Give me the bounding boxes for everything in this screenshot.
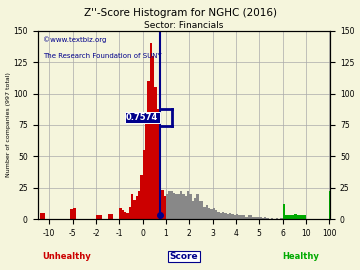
- Bar: [231, 214, 234, 219]
- Bar: [168, 191, 171, 219]
- Bar: [243, 215, 245, 219]
- Bar: [133, 200, 136, 219]
- Bar: [143, 150, 145, 219]
- Bar: [248, 215, 250, 219]
- Bar: [126, 213, 129, 219]
- Bar: [166, 194, 168, 219]
- Bar: [238, 215, 240, 219]
- Bar: [252, 217, 255, 219]
- Bar: [208, 208, 210, 219]
- Bar: [124, 211, 126, 219]
- Bar: [70, 209, 73, 219]
- Bar: [266, 218, 269, 219]
- Bar: [161, 190, 163, 219]
- Bar: [187, 191, 189, 219]
- Bar: [215, 210, 217, 219]
- Bar: [224, 213, 226, 219]
- Text: Unhealthy: Unhealthy: [42, 252, 91, 261]
- Bar: [73, 208, 76, 219]
- Bar: [185, 197, 187, 219]
- Bar: [294, 214, 297, 219]
- Bar: [173, 193, 175, 219]
- Bar: [285, 215, 288, 219]
- Text: Z''-Score Histogram for NGHC (2016): Z''-Score Histogram for NGHC (2016): [84, 8, 276, 18]
- Bar: [122, 210, 124, 219]
- Bar: [275, 218, 278, 219]
- Bar: [250, 215, 252, 219]
- Bar: [212, 208, 215, 219]
- Bar: [201, 201, 203, 219]
- Bar: [131, 194, 133, 219]
- Bar: [189, 194, 192, 219]
- Bar: [171, 191, 173, 219]
- Bar: [203, 207, 206, 219]
- Bar: [175, 194, 177, 219]
- Bar: [303, 215, 306, 219]
- Bar: [229, 213, 231, 219]
- Bar: [177, 194, 180, 219]
- Bar: [192, 201, 194, 219]
- Bar: [220, 213, 222, 219]
- Bar: [240, 215, 243, 219]
- Bar: [108, 214, 113, 219]
- Bar: [234, 215, 236, 219]
- Bar: [271, 218, 273, 219]
- Bar: [261, 218, 264, 219]
- Bar: [145, 121, 147, 219]
- Bar: [245, 217, 248, 219]
- Bar: [147, 81, 149, 219]
- Bar: [159, 181, 161, 219]
- Text: Healthy: Healthy: [283, 252, 319, 261]
- Bar: [157, 109, 159, 219]
- Bar: [297, 215, 300, 219]
- Bar: [138, 191, 140, 219]
- Bar: [180, 191, 182, 219]
- Bar: [255, 217, 257, 219]
- Bar: [40, 213, 45, 219]
- Bar: [198, 201, 201, 219]
- Bar: [226, 214, 229, 219]
- Text: 0.7574: 0.7574: [126, 113, 158, 122]
- Y-axis label: Number of companies (997 total): Number of companies (997 total): [5, 73, 10, 177]
- Bar: [196, 194, 198, 219]
- Bar: [119, 208, 122, 219]
- Bar: [291, 215, 294, 219]
- Bar: [257, 217, 259, 219]
- Bar: [182, 194, 185, 219]
- Title: Sector: Financials: Sector: Financials: [144, 21, 224, 30]
- Bar: [136, 197, 138, 219]
- Bar: [154, 87, 157, 219]
- Bar: [217, 211, 220, 219]
- Text: The Research Foundation of SUNY: The Research Foundation of SUNY: [44, 53, 162, 59]
- Bar: [280, 218, 283, 219]
- Bar: [283, 204, 285, 219]
- Bar: [163, 197, 166, 219]
- Bar: [194, 198, 196, 219]
- Bar: [259, 217, 261, 219]
- Bar: [288, 215, 291, 219]
- Bar: [264, 217, 266, 219]
- Bar: [206, 205, 208, 219]
- Bar: [149, 43, 152, 219]
- Bar: [222, 211, 224, 219]
- Bar: [129, 207, 131, 219]
- Bar: [300, 215, 303, 219]
- Bar: [96, 215, 102, 219]
- Bar: [236, 214, 238, 219]
- Text: Score: Score: [170, 252, 198, 261]
- Bar: [140, 175, 143, 219]
- Bar: [210, 209, 212, 219]
- Bar: [329, 191, 330, 219]
- Bar: [152, 56, 154, 219]
- Text: ©www.textbiz.org: ©www.textbiz.org: [44, 36, 107, 43]
